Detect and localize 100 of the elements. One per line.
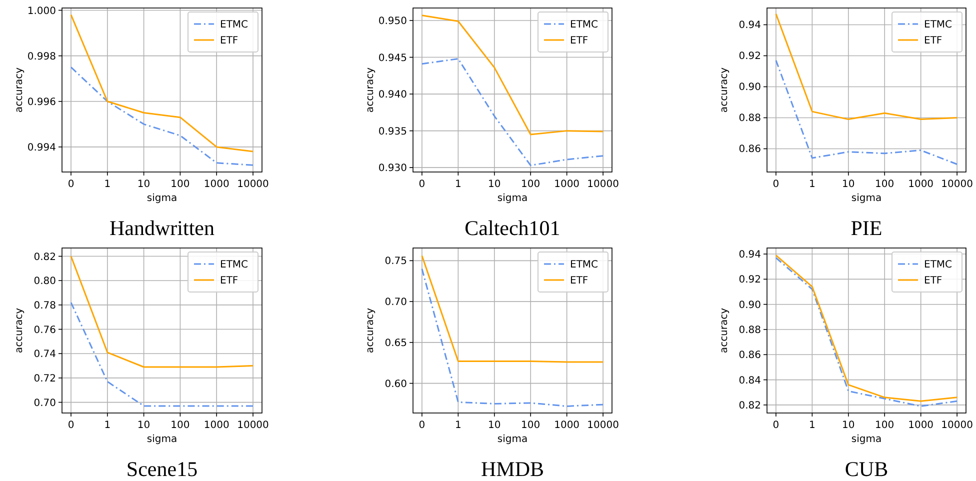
legend-label: ETF [220,36,238,46]
y-tick-label: 0.86 [738,350,761,362]
text: Caltech101 [464,216,560,240]
x-tick-label: 0 [772,420,780,431]
x-tick-label: 10 [488,179,501,190]
y-tick-label: 0.950 [378,16,407,27]
legend-label: ETF [924,276,942,286]
x-tick-label: 0 [68,420,74,431]
y-axis-title: accuracy [14,308,25,354]
line-series [421,268,604,407]
y-tick-label: 0.92 [738,51,761,62]
y-tick-label: 0.65 [384,338,407,349]
text: CUB [844,457,888,481]
x-tick-label: 10000 [237,420,269,431]
x-tick-label: 0 [68,179,74,190]
x-tick-label: 1000 [554,179,580,190]
y-axis-title: accuracy [14,67,25,113]
x-tick-label: 100 [875,420,894,431]
y-tick-label: 0.92 [738,274,761,286]
x-tick-label: 1000 [554,420,580,431]
y-tick-label: 0.84 [738,375,761,386]
x-tick-label: 1000 [204,420,230,431]
x-tick-label: 10 [137,179,150,190]
x-tick-label: 0 [418,179,426,190]
legend-label: ETMC [220,260,248,270]
x-tick-label: 100 [170,420,190,431]
y-tick-label: 0.94 [738,250,761,261]
y-tick-label: 0.74 [34,349,56,360]
x-tick-label: 10 [842,179,855,190]
legend-label: ETMC [570,260,598,270]
legend-label: ETF [570,36,588,46]
line-series [70,14,254,152]
y-tick-label: 0.940 [378,90,407,101]
y-tick-label: 0.70 [384,297,407,308]
x-tick-label: 10000 [587,179,619,190]
x-axis-title: sigma [146,434,178,445]
x-axis-title: sigma [851,193,882,204]
legend-label: ETMC [924,20,952,30]
x-tick-label: 10 [488,420,501,431]
legend-label: ETF [570,276,588,286]
y-tick-label: 0.70 [34,398,56,409]
x-tick-label: 1 [808,420,816,431]
x-tick-label: 10 [842,420,855,431]
y-axis-title: accuracy [365,308,376,354]
y-tick-label: 0.72 [34,373,56,384]
line-series [70,256,254,368]
text: Handwritten [110,216,215,240]
y-tick-label: 1.000 [27,6,56,17]
y-tick-label: 0.75 [384,256,407,268]
x-tick-label: 1 [454,420,462,431]
y-tick-label: 0.935 [378,126,407,138]
x-tick-label: 1000 [908,420,934,431]
x-tick-label: 100 [521,420,540,431]
y-tick-label: 0.998 [27,51,56,62]
y-tick-label: 0.90 [738,300,761,311]
y-tick-label: 0.94 [738,20,761,32]
x-tick-label: 1 [808,179,816,190]
line-series [775,13,958,120]
y-tick-label: 0.90 [738,82,761,94]
x-tick-label: 0 [418,420,426,431]
y-tick-label: 0.930 [378,163,407,174]
legend-label: ETMC [570,20,598,30]
x-tick-label: 1 [454,179,462,190]
line-series [421,58,604,166]
legend-label: ETF [220,276,238,286]
x-axis-title: sigma [497,193,528,204]
x-axis-title: sigma [497,434,528,445]
y-tick-label: 0.60 [384,378,407,390]
line-series [775,60,958,165]
x-tick-label: 0 [772,179,780,190]
x-axis-title: sigma [851,434,882,445]
legend-label: ETF [924,36,942,46]
x-tick-label: 1 [104,420,111,431]
y-tick-label: 0.78 [34,300,56,312]
y-tick-label: 0.76 [34,324,56,336]
x-axis-title: sigma [146,193,178,204]
y-tick-label: 0.945 [378,52,407,64]
y-tick-label: 0.996 [27,96,56,108]
y-tick-label: 0.82 [34,252,56,263]
x-tick-label: 10000 [941,179,973,190]
y-tick-label: 0.86 [738,144,761,156]
legend-label: ETMC [220,20,248,30]
legend-label: ETMC [924,260,952,270]
y-axis-title: accuracy [365,67,376,113]
y-tick-label: 0.88 [738,324,761,336]
x-tick-label: 1000 [908,179,934,190]
x-tick-label: 10 [137,420,150,431]
x-tick-label: 10000 [941,420,973,431]
text: HMDB [480,457,544,481]
y-tick-label: 0.80 [34,276,56,288]
x-tick-label: 100 [875,179,894,190]
x-tick-label: 1 [104,179,111,190]
y-axis-title: accuracy [719,67,730,113]
y-axis-title: accuracy [719,308,730,354]
x-tick-label: 100 [170,179,190,190]
text: PIE [850,216,882,240]
y-tick-label: 0.994 [27,142,56,154]
x-tick-label: 10000 [237,179,269,190]
line-series [70,66,254,166]
line-series [421,14,604,136]
